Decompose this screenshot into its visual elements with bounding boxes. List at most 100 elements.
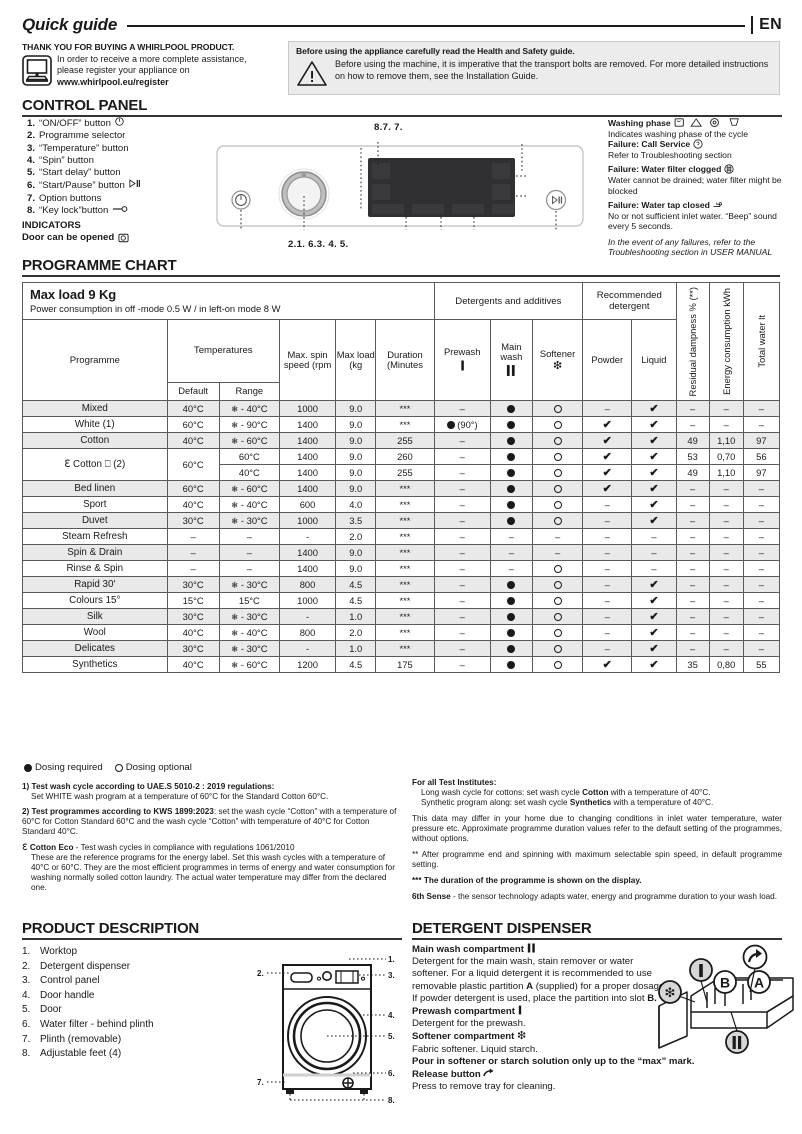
legend-optional: Dosing optional bbox=[114, 762, 192, 773]
temperature-range: – bbox=[218, 528, 280, 546]
programme-name: Rinse & Spin bbox=[22, 560, 168, 578]
energy-consumption-value: – bbox=[708, 608, 744, 626]
6th-sense-label: 6th Sense bbox=[412, 892, 451, 901]
liquid-value: ✔ bbox=[631, 496, 677, 514]
open-circle-icon bbox=[553, 421, 562, 430]
detergent-dispenser-section: DETERGENT DISPENSER Main wash compartmen… bbox=[412, 920, 782, 1093]
total-water-value: – bbox=[742, 496, 781, 514]
table-header-row-1: Programme Temperatures Max. spin speed (… bbox=[22, 318, 780, 402]
control-panel-item-4: 4. “Spin” button bbox=[22, 155, 212, 167]
residual-dampness-value: – bbox=[675, 528, 710, 546]
softener-heading: Softener compartment ❇ bbox=[412, 1030, 527, 1043]
max-spin-speed: 1000 bbox=[278, 592, 337, 610]
max-spin-speed: 800 bbox=[278, 576, 337, 594]
powder-value: – bbox=[582, 624, 633, 642]
header-max-spin: Max. spin speed (rpm bbox=[278, 318, 337, 402]
programme-name: Delicates bbox=[22, 640, 168, 658]
prewash-value: – bbox=[433, 432, 491, 450]
temperature-range: ❄ - 60°C bbox=[218, 656, 280, 674]
header-powder: Powder bbox=[582, 318, 633, 402]
callout-2: 2. bbox=[257, 969, 264, 978]
powder-value: – bbox=[582, 400, 633, 418]
open-circle-icon bbox=[553, 565, 562, 574]
check-icon: ✔ bbox=[649, 482, 659, 495]
failure-tap-desc: No or not sufficient inlet water. “Beep”… bbox=[608, 210, 777, 232]
max-load-cell: Max load 9 Kg Power consumption in off -… bbox=[22, 282, 435, 320]
programme-name: Duvet bbox=[22, 512, 168, 530]
programme-chart-rule bbox=[22, 275, 780, 277]
item-label: “Start/Pause” button bbox=[39, 180, 125, 192]
main-wash-value bbox=[489, 480, 533, 498]
max-spin-speed: 1400 bbox=[278, 480, 337, 498]
header-recommended: Recommended detergent bbox=[582, 282, 677, 320]
total-water-value: 97 bbox=[742, 464, 781, 482]
max-spin-speed: - bbox=[278, 640, 337, 658]
default-temperature: 30°C bbox=[166, 576, 220, 594]
list-item: 4. Door handle bbox=[22, 989, 95, 1001]
residual-dampness-value: – bbox=[675, 544, 710, 562]
main-wash-text: Detergent for the main wash, stain remov… bbox=[412, 956, 667, 1004]
default-temperature: – bbox=[166, 528, 220, 546]
residual-dampness-value: – bbox=[675, 640, 710, 658]
release-text: Press to remove tray for cleaning. bbox=[412, 1081, 556, 1093]
register-url[interactable]: www.whirlpool.eu/register bbox=[57, 76, 169, 87]
main-wash-value bbox=[489, 656, 533, 674]
table-row: Duvet 30°C ❄ - 30°C 1000 3.5 *** – – ✔ – – – bbox=[22, 512, 781, 530]
total-water-value: – bbox=[742, 576, 781, 594]
default-temperature: 60°C bbox=[166, 480, 220, 498]
open-circle-icon bbox=[553, 613, 562, 622]
open-circle-icon bbox=[553, 661, 562, 670]
programme-name: Wool bbox=[22, 624, 168, 642]
default-temperature: 60°C bbox=[166, 416, 220, 434]
note-3-title: Cotton Eco bbox=[29, 843, 74, 852]
header-duration: Duration (Minutes bbox=[375, 318, 435, 402]
duration: *** bbox=[375, 592, 435, 610]
cold-snowflake-icon: ❄ bbox=[231, 403, 239, 414]
duration: *** bbox=[375, 480, 435, 498]
table-row: Delicates 30°C ❄ - 30°C -1.0 *** – – ✔ – – – bbox=[22, 640, 781, 658]
washing-phase-title: Washing phase bbox=[608, 118, 671, 128]
max-load: 9.0 bbox=[335, 544, 377, 562]
default-temperature: 40°C bbox=[166, 400, 220, 418]
filled-dot-icon bbox=[507, 501, 516, 510]
max-load: 9.0 bbox=[335, 400, 377, 418]
filled-dot-icon bbox=[507, 421, 516, 430]
open-circle-icon bbox=[553, 437, 562, 446]
open-circle-icon bbox=[553, 453, 562, 462]
check-icon: ✔ bbox=[649, 498, 659, 511]
warning-triangle-icon bbox=[296, 60, 328, 87]
cold-snowflake-icon: ❄ bbox=[231, 611, 239, 622]
temperature-range: 40°C bbox=[218, 464, 280, 482]
powder-value: – bbox=[582, 576, 633, 594]
liquid-value: ✔ bbox=[631, 656, 677, 674]
page-header: Quick guide EN bbox=[22, 12, 782, 38]
total-water-value: – bbox=[742, 528, 781, 546]
dispenser-drawer-illustration: ❇ B A bbox=[655, 944, 797, 1056]
total-water-value: – bbox=[742, 400, 781, 418]
programme-name: ℇ Cotton ⎕ (2) bbox=[22, 448, 168, 482]
thank-you-line1: In order to receive a more complete assi… bbox=[57, 54, 247, 64]
max-spin-speed: 1400 bbox=[278, 464, 337, 482]
temperature-range: – bbox=[218, 544, 280, 562]
programme-chart-section-header: PROGRAMME CHART bbox=[22, 257, 780, 277]
item-number: 2. bbox=[26, 130, 35, 142]
prewash-bar-icon bbox=[518, 1005, 522, 1017]
control-panel-rule bbox=[22, 115, 782, 117]
total-water-value: 55 bbox=[742, 656, 781, 674]
liquid-value: ✔ bbox=[631, 432, 677, 450]
cold-snowflake-icon: ❄ bbox=[231, 627, 239, 638]
table-row: Steam Refresh – – -2.0 *** – – – – – – – – bbox=[22, 528, 781, 546]
liquid-value: – bbox=[631, 544, 677, 562]
open-circle-icon bbox=[553, 485, 562, 494]
indicators-panel: Washing phase Indicates washing phase of… bbox=[608, 117, 788, 258]
duration: *** bbox=[375, 512, 435, 530]
duration: *** bbox=[375, 400, 435, 418]
prewash-bar-icon bbox=[435, 360, 490, 374]
table-row: ℇ Cotton ⎕ (2) 60°C 60°C 1400 9.0 260– ✔ ✔ 53 0,7… bbox=[22, 448, 781, 482]
residual-dampness-value: 53 bbox=[675, 448, 710, 466]
energy-consumption-value: – bbox=[708, 544, 744, 562]
residual-dampness-value: – bbox=[675, 512, 710, 530]
table-row: Bed linen 60°C ❄ - 60°C 1400 9.0 *** – ✔ ✔ – – – bbox=[22, 480, 781, 498]
table-row: Rapid 30′ 30°C ❄ - 30°C 800 4.5 *** – – ✔ – – – bbox=[22, 576, 781, 594]
